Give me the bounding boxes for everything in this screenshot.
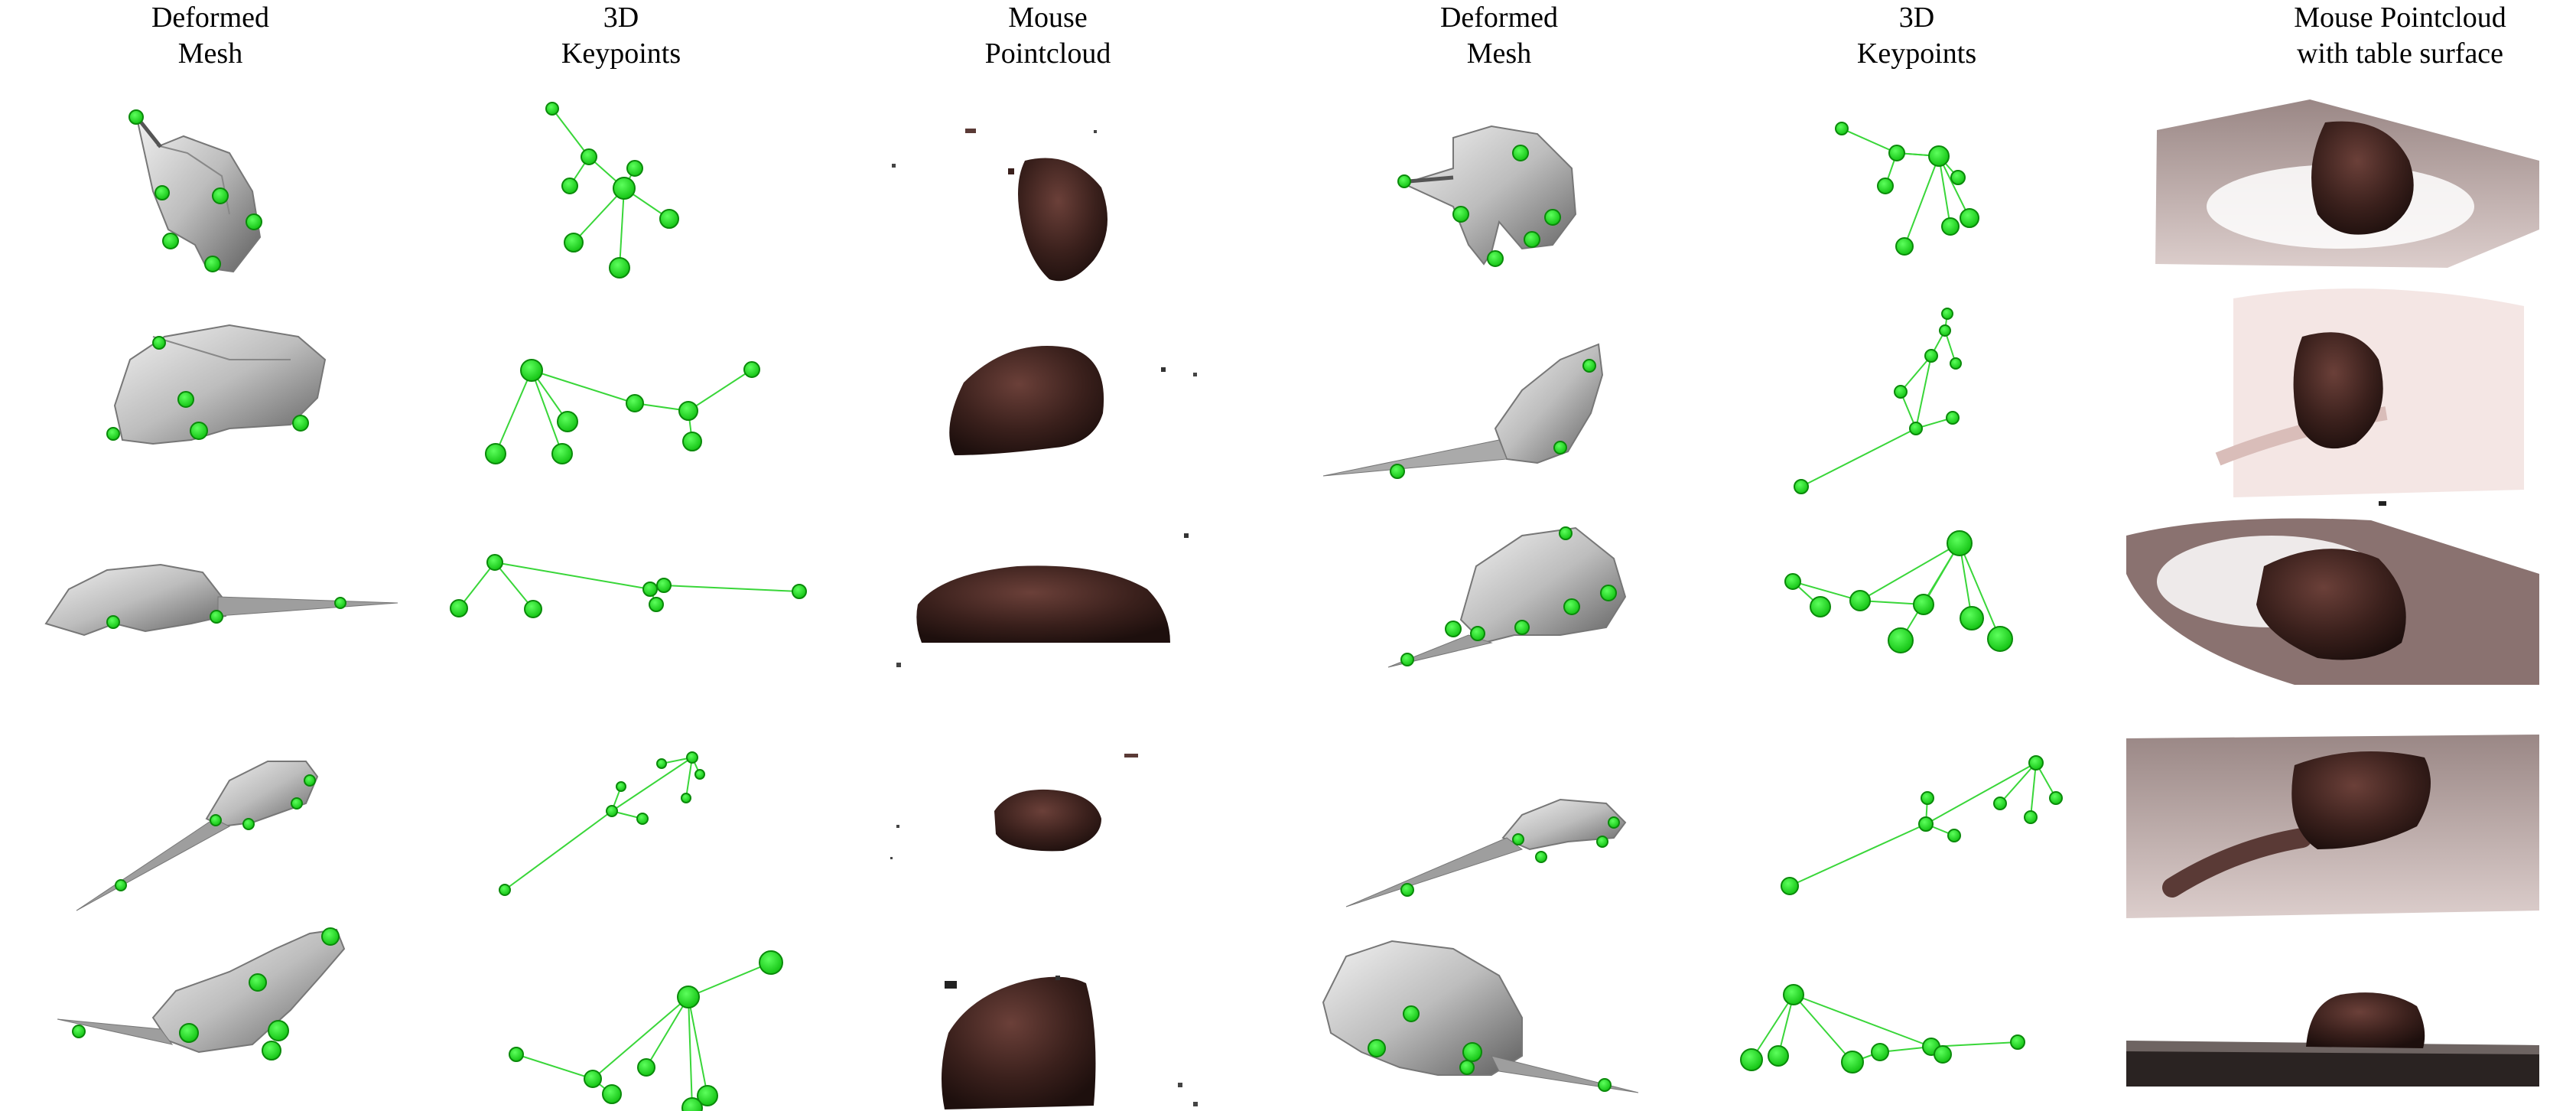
table-pointcloud-row4-col6 [2126,735,2539,918]
keypoints-row5-col5 [1740,984,2025,1074]
mesh-row2-col1 [106,324,327,445]
mesh-row5-col1 [57,927,346,1060]
header-3d-keypoints-2: 3D Keypoints [1756,0,2077,72]
header-line-1: 3D [1898,2,1935,34]
header-line-1: Deformed [151,2,270,34]
pointcloud-row4-col3 [890,754,1138,859]
keypoints-row2-col2 [485,359,760,464]
header-deformed-mesh-1: Deformed Mesh [50,0,371,72]
mesh-row1-col1 [128,109,262,273]
header-line-1: 3D [603,2,639,34]
keypoints-row2-col5 [1794,308,1962,494]
header-line-2: Mesh [1466,37,1532,70]
header-pointcloud-with-table: Mouse Pointcloud with table surface [2239,0,2561,72]
keypoints-row4-col5 [1781,755,2063,895]
pointcloud-row3-col3 [896,533,1189,667]
header-line-2: Mesh [177,37,243,70]
pointcloud-row2-col3 [949,346,1197,455]
mesh-row4-col4 [1345,798,1627,907]
keypoints-row4-col2 [499,751,705,896]
mesh-row2-col4 [1322,343,1604,479]
keypoints-row3-col5 [1784,530,2013,653]
header-line-2: Pointcloud [984,37,1111,70]
keypoints-row1-col5 [1835,122,1979,256]
header-line-2: with table surface [2296,37,2504,70]
keypoints-row3-col2 [450,554,807,618]
table-pointcloud-row1-col6 [2155,99,2539,268]
header-mouse-pointcloud: Mouse Pointcloud [887,0,1208,72]
mesh-row5-col4 [1322,940,1639,1093]
mesh-row3-col4 [1387,526,1627,668]
table-pointcloud-row2-col6 [2215,288,2524,506]
keypoints-row5-col2 [509,950,783,1111]
header-line-2: Keypoints [1856,37,1977,70]
table-pointcloud-row3-col6 [2126,518,2539,685]
mesh-row3-col1 [44,563,398,637]
header-deformed-mesh-2: Deformed Mesh [1338,0,1660,72]
header-line-2: Keypoints [561,37,681,70]
pointcloud-row1-col3 [892,129,1107,282]
keypoints-row1-col2 [545,102,679,279]
pointcloud-row5-col3 [942,976,1198,1109]
header-line-1: Mouse [1008,2,1088,34]
mesh-row4-col1 [76,761,319,911]
table-pointcloud-row5-col6 [2126,992,2539,1087]
header-line-1: Deformed [1439,2,1559,34]
header-line-1: Mouse Pointcloud [2294,2,2506,34]
mesh-row1-col4 [1397,125,1577,267]
header-3d-keypoints-1: 3D Keypoints [460,0,782,72]
